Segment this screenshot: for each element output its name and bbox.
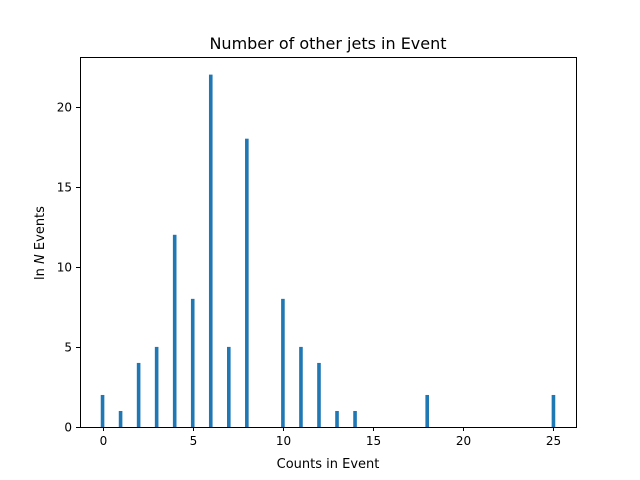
bar-10 [281, 298, 285, 427]
x-tick-label-0: 0 [100, 434, 108, 448]
bar-18 [425, 394, 429, 427]
y-tick-label-0: 0 [64, 421, 72, 435]
y-axis-label: ln N Events [33, 206, 48, 280]
bar-5 [190, 298, 195, 427]
bar-8 [245, 138, 249, 427]
x-tick-label-15: 15 [366, 434, 381, 448]
bar-6 [208, 74, 213, 428]
bar-1 [118, 410, 123, 427]
bar-11 [299, 346, 303, 427]
bar-14 [353, 410, 357, 427]
bar-25 [551, 394, 556, 427]
bar-3 [154, 346, 159, 427]
x-axis-ticks: 0 5 10 15 20 25 [100, 427, 561, 448]
y-axis-label-prefix: ln [33, 264, 48, 280]
chart-title: Number of other jets in Event [209, 34, 446, 53]
x-axis-label: Counts in Event [277, 457, 380, 472]
y-tick-label-20: 20 [57, 101, 72, 115]
x-tick-label-25: 25 [546, 434, 561, 448]
bars-group [100, 74, 556, 428]
y-axis-label-var: N [33, 254, 48, 264]
x-tick-label-20: 20 [456, 434, 471, 448]
bar-13 [335, 410, 339, 427]
y-tick-label-15: 15 [57, 181, 72, 195]
x-tick-label-5: 5 [190, 434, 198, 448]
plot-frame [80, 57, 577, 428]
bar-0 [100, 394, 105, 427]
bar-12 [317, 362, 321, 427]
bar-2 [136, 362, 141, 427]
bar-4 [172, 234, 177, 427]
bar-7 [227, 346, 231, 427]
x-tick-label-10: 10 [276, 434, 291, 448]
y-tick-label-10: 10 [57, 261, 72, 275]
y-tick-label-5: 5 [64, 341, 72, 355]
y-axis-ticks: 0 5 10 15 20 [57, 101, 80, 435]
y-axis-label-suffix: Events [33, 206, 48, 254]
